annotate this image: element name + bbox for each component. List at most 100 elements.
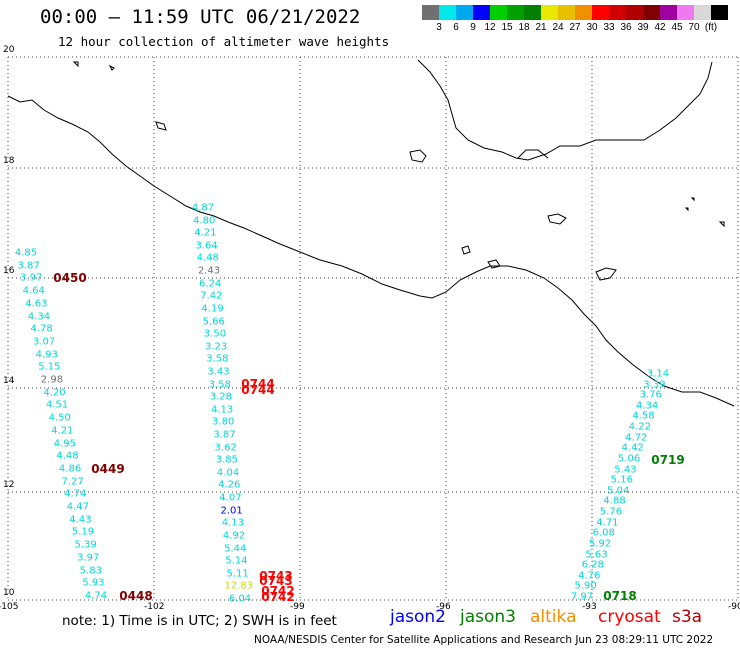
- pacific-coastline: [7, 95, 735, 407]
- wave-height-label: 4.86: [58, 463, 82, 475]
- colorbar-label: 70: [688, 22, 700, 33]
- wave-height-label: 4.42: [621, 442, 644, 454]
- colorbar-cell: [643, 5, 660, 20]
- colorbar-label: 9: [470, 22, 476, 33]
- wave-height-label: 4.04: [216, 467, 240, 479]
- lake-guatemala: [547, 213, 567, 225]
- colorbar-cell: [575, 5, 592, 20]
- wave-height-label: 3.87: [213, 429, 236, 441]
- colorbar-cell: [456, 5, 473, 20]
- wave-height-label: 5.66: [202, 316, 225, 328]
- wave-height-label: 3.07: [33, 336, 56, 348]
- pass-time-label: 0718: [603, 589, 637, 603]
- colorbar-cell: [558, 5, 575, 20]
- wave-height-label: 7.42: [200, 290, 223, 302]
- latitude-label: 14: [3, 376, 15, 386]
- wave-height-label: 4.76: [578, 570, 601, 582]
- page-title: 00:00 — 11:59 UTC 06/21/2022: [40, 6, 361, 28]
- lake-salvador: [487, 259, 501, 269]
- wave-height-label: 4.34: [636, 400, 659, 412]
- wave-height-label: 3.97: [77, 552, 100, 564]
- wave-height-label: 3.23: [204, 341, 228, 353]
- colorbar-cell: [626, 5, 643, 20]
- wave-height-label: 5.83: [79, 565, 102, 577]
- wave-height-label: 3.58: [208, 379, 231, 391]
- colorbar-label: 27: [569, 22, 581, 33]
- wave-height-label: 4.88: [603, 495, 626, 507]
- pass-time-label: 0742: [261, 590, 295, 604]
- colorbar-label: 6: [453, 22, 459, 33]
- gulf-inlet: [517, 149, 549, 159]
- note-text: note: 1) Time is in UTC; 2) SWH is in fe…: [62, 613, 337, 629]
- wave-height-label: 7.27: [61, 476, 84, 488]
- longitude-label: -96: [436, 602, 451, 612]
- wave-height-label: 2.98: [40, 374, 64, 386]
- latitude-label: 18: [3, 156, 15, 166]
- wave-height-label: 5.93: [82, 577, 105, 589]
- wave-height-label: 5.06: [617, 453, 641, 465]
- longitude-label: -105: [0, 602, 19, 612]
- wave-height-label: 4.58: [632, 410, 655, 422]
- pass-time-label: 0744: [241, 377, 275, 391]
- wave-height-label: 3.64: [195, 240, 218, 252]
- wave-height-label: 4.21: [51, 425, 74, 437]
- wave-height-label: 4.48: [196, 252, 219, 264]
- lake-honduras: [595, 267, 617, 281]
- colorbar-cell: [422, 5, 439, 20]
- pass-time-label: 0743: [259, 569, 293, 583]
- colorbar-legend: [422, 5, 728, 20]
- wave-height-label: 4.80: [193, 215, 216, 227]
- credit-text: NOAA/NESDIS Center for Satellite Applica…: [254, 634, 714, 646]
- lake-balsas: [155, 121, 167, 131]
- wave-height-label: 5.44: [224, 543, 247, 555]
- colorbar-cell: [439, 5, 456, 20]
- wave-height-label: 4.72: [625, 432, 648, 444]
- longitude-label: -99: [290, 602, 305, 612]
- colorbar-cell: [694, 5, 711, 20]
- pass-time-label: 0719: [651, 453, 685, 467]
- latitude-label: 16: [3, 266, 15, 276]
- wave-height-label: 5.14: [225, 555, 248, 567]
- wave-height-label: 5.15: [38, 361, 61, 373]
- colorbar-label: 45: [671, 22, 683, 33]
- wave-height-label: 2.43: [197, 265, 221, 277]
- wave-height-label: 4.92: [222, 530, 246, 542]
- colorbar-cell: [660, 5, 677, 20]
- colorbar-cell: [490, 5, 507, 20]
- wave-height-label: 4.13: [221, 517, 244, 529]
- colorbar-label: 33: [603, 22, 615, 33]
- wave-height-label: 4.85: [14, 247, 38, 259]
- wave-height-label: 5.11: [226, 568, 249, 580]
- colorbar-cell: [541, 5, 558, 20]
- wave-height-label: 3.76: [639, 389, 662, 401]
- pass-time-label: 0450: [53, 271, 87, 285]
- colorbar-label: 15: [501, 22, 513, 33]
- wave-height-label: 4.93: [35, 349, 58, 361]
- wave-height-label: 4.47: [66, 501, 89, 513]
- colorbar-label: (ft): [704, 22, 718, 33]
- longitude-label: -93: [582, 602, 597, 612]
- wave-height-label: 5.04: [607, 485, 630, 497]
- wave-height-label: 3.80: [212, 416, 235, 428]
- wave-height-label: 5.90: [574, 580, 597, 592]
- wave-height-label: 5.63: [585, 549, 608, 561]
- wave-height-label: 6.04: [228, 593, 252, 605]
- wave-height-label: 4.71: [596, 517, 619, 529]
- wave-height-label: 4.78: [30, 323, 53, 335]
- wave-height-label: 3.58: [206, 353, 229, 365]
- colorbar-label: 42: [654, 22, 666, 33]
- wave-height-label: 3.28: [209, 391, 233, 403]
- wave-height-label: 3.14: [646, 368, 670, 380]
- colorbar-label: 12: [484, 22, 496, 33]
- satellite-legend-item: jason3: [460, 607, 516, 627]
- colorbar-cell: [473, 5, 490, 20]
- pass-time-label: 0742: [261, 584, 295, 598]
- wave-height-label: 5.16: [610, 474, 633, 486]
- colorbar-label: 18: [518, 22, 530, 33]
- pass-time-label: 0743: [259, 574, 293, 588]
- wave-height-label: 4.34: [27, 311, 51, 323]
- wave-height-label: 4.21: [194, 227, 217, 239]
- wave-height-label: 12.83: [224, 580, 254, 592]
- colorbar-label: 21: [535, 22, 547, 33]
- wave-height-label: 4.43: [69, 514, 92, 526]
